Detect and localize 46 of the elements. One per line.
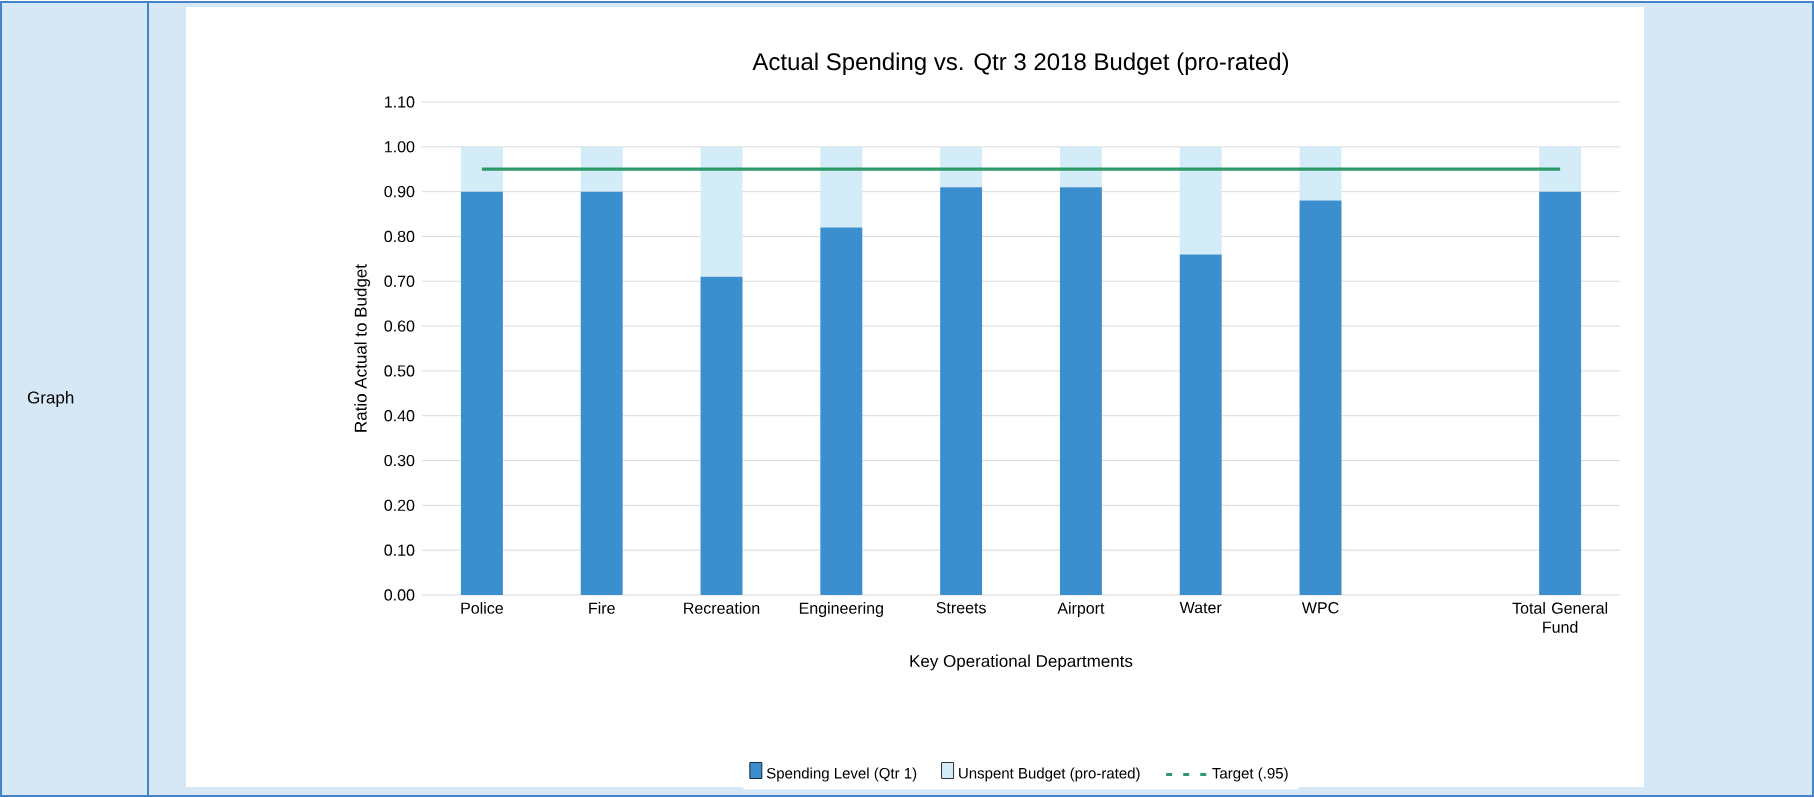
bar xyxy=(1179,146,1222,255)
x-tick-label: Water xyxy=(1179,602,1222,614)
bar xyxy=(940,146,983,188)
y-tick-label: 0.10 xyxy=(384,544,415,556)
bar xyxy=(1299,200,1342,595)
y-tick-label: 0.00 xyxy=(384,589,415,601)
bar xyxy=(460,191,503,595)
bar xyxy=(940,187,983,595)
bar xyxy=(820,146,863,228)
y-tick-label: 0.30 xyxy=(384,454,415,467)
legend-label: Unspent Budget (pro-rated) xyxy=(959,767,1140,782)
bar xyxy=(1059,187,1102,595)
bar xyxy=(1059,146,1102,188)
bar xyxy=(700,276,743,595)
bar xyxy=(1299,146,1342,201)
bar xyxy=(820,227,863,595)
bar xyxy=(1539,146,1582,192)
y-tick-label: 0.20 xyxy=(384,499,415,512)
y-tick-label: 1.00 xyxy=(385,141,415,153)
x-tick-label: Engineering xyxy=(799,602,883,617)
y-tick-label: 0.70 xyxy=(384,275,415,287)
y-tick-label: 0.50 xyxy=(384,365,415,377)
x-axis-title: Key Operational Departments xyxy=(910,654,1133,671)
text: Graph xyxy=(27,391,74,407)
x-tick-label: WPC xyxy=(1301,602,1339,614)
x-tick-label: Total General Fund xyxy=(1512,602,1608,633)
y-axis-title: Ratio Actual to Budget xyxy=(354,264,371,432)
x-tick-label: Airport xyxy=(1057,602,1105,617)
bar xyxy=(1539,191,1582,595)
x-tick-label: Streets xyxy=(936,602,986,614)
chart-title: Actual Spending vs. Qtr 3 2018 Budget (pro-rated) xyxy=(752,52,1289,75)
x-tick-label: Police xyxy=(461,602,503,614)
legend-label: Target (.95) xyxy=(1212,767,1288,782)
bar xyxy=(700,146,743,277)
bar xyxy=(580,146,623,192)
x-tick-label: Fire xyxy=(589,602,615,614)
bar xyxy=(1179,254,1222,595)
y-tick-label: 1.10 xyxy=(385,96,415,108)
y-tick-label: 0.90 xyxy=(384,185,415,198)
legend-label: Spending Level (Qtr 1) xyxy=(766,767,917,782)
y-tick-label: 0.40 xyxy=(384,410,415,422)
y-tick-label: 0.60 xyxy=(384,320,415,332)
bar xyxy=(460,146,503,192)
y-tick-label: 0.80 xyxy=(384,230,415,243)
bar xyxy=(580,191,623,595)
x-tick-label: Recreation xyxy=(684,602,760,614)
